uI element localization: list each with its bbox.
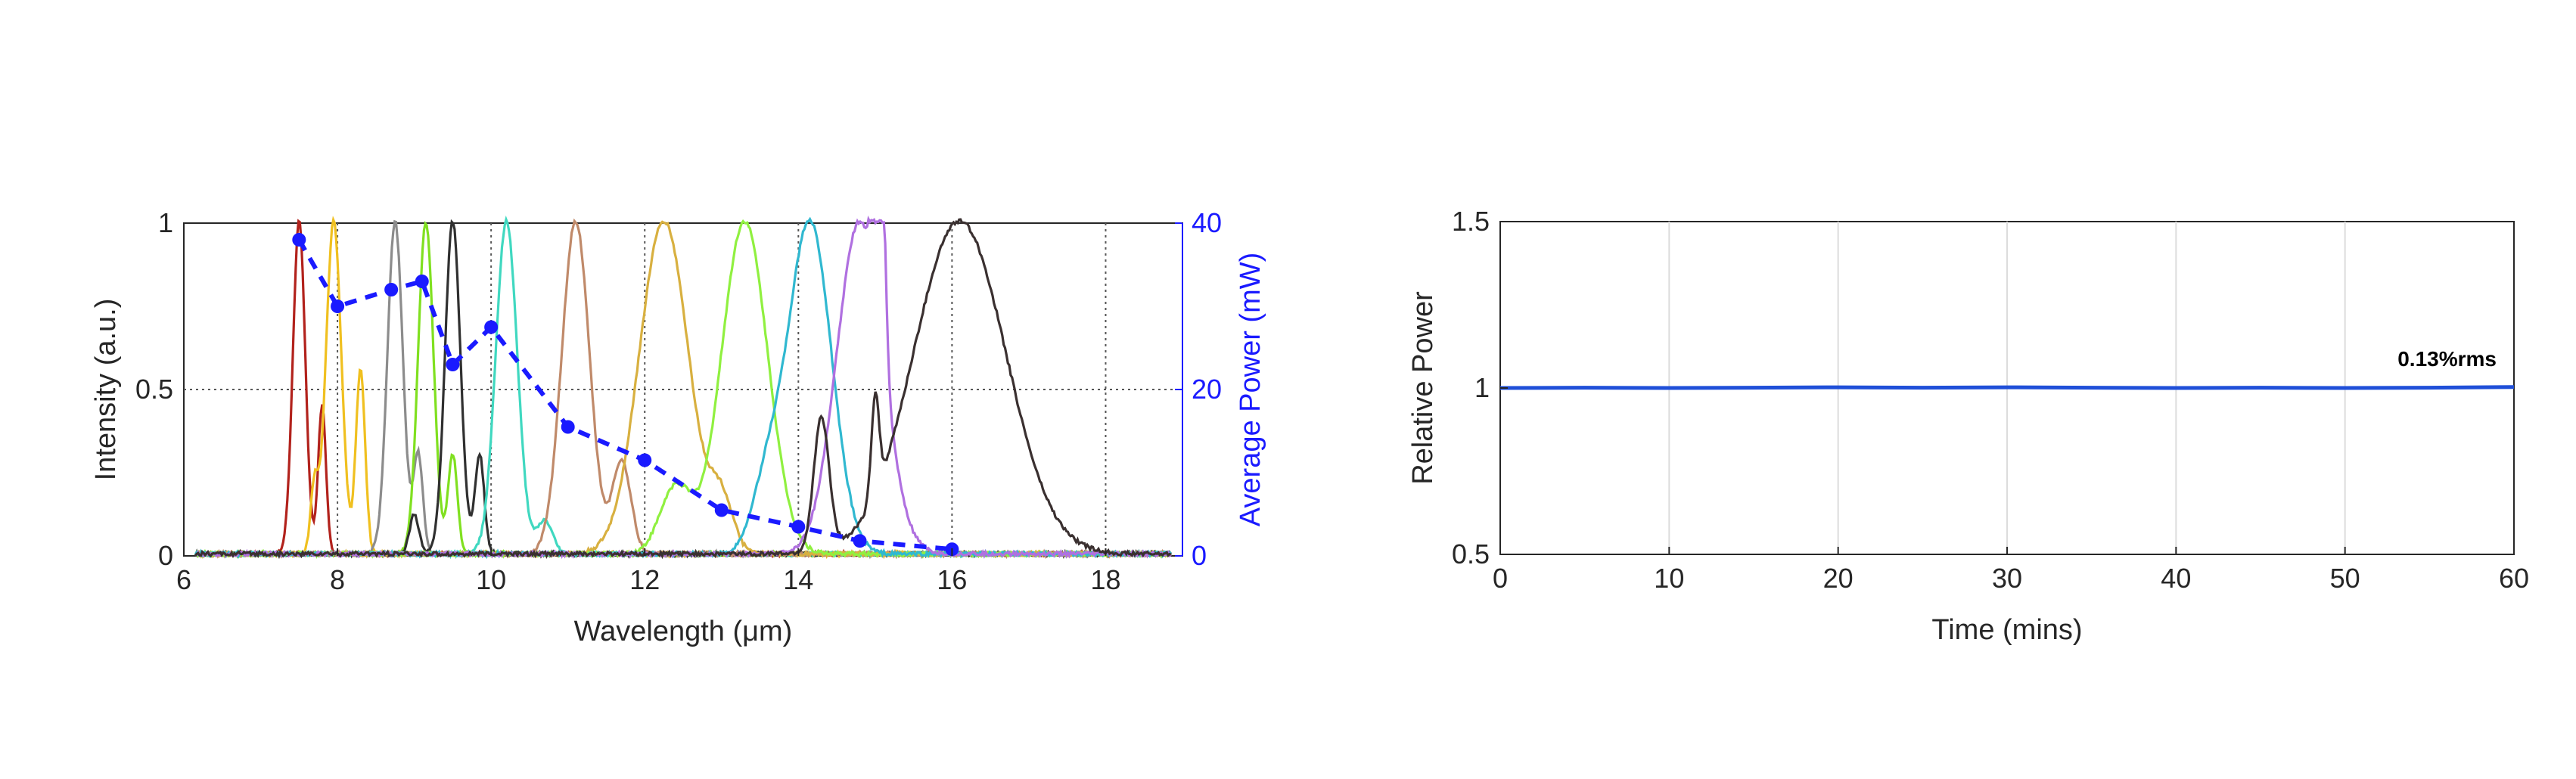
stability-x-tick-label: 50 xyxy=(2330,563,2360,594)
spectra-x-tick-label: 18 xyxy=(1090,564,1120,595)
stability-x-tick-label: 10 xyxy=(1654,563,1684,594)
spectra-x-tick-label: 14 xyxy=(783,564,813,595)
spectra-lines xyxy=(194,215,1173,560)
spectra-x-ticks: 6 8 10 12 14 16 18 xyxy=(176,548,1120,595)
power-point xyxy=(484,320,499,334)
stability-x-tick-label: 60 xyxy=(2499,563,2529,594)
power-point xyxy=(446,358,460,371)
spectra-x-tick-label: 8 xyxy=(330,564,345,595)
relative-power-line xyxy=(1499,385,2515,390)
stability-x-tick-label: 0 xyxy=(1493,563,1508,594)
stability-y-axis-label: Relative Power xyxy=(1407,291,1439,485)
power-point xyxy=(331,299,345,313)
spectra-y2-ticks: 0 20 40 xyxy=(1175,207,1222,571)
spectra-y-axis-label: Intensity (a.u.) xyxy=(90,299,122,481)
spectra-x-tick-label: 12 xyxy=(629,564,660,595)
stability-y-tick-label: 0.5 xyxy=(1452,538,1490,570)
stability-y-tick-label: 1.5 xyxy=(1452,206,1490,237)
spectra-x-tick-label: 16 xyxy=(937,564,967,595)
stability-x-tick-label: 20 xyxy=(1823,563,1854,594)
stability-x-tick-label: 40 xyxy=(2161,563,2191,594)
power-point xyxy=(714,503,729,517)
power-point xyxy=(415,275,429,288)
spectra-x-tick-label: 10 xyxy=(476,564,506,595)
stability-chart: 0 10 20 30 40 50 60 0.5 1 1.5 0.13%rms Time (min… xyxy=(1407,206,2529,646)
power-point xyxy=(384,283,399,296)
power-line xyxy=(297,238,952,552)
stability-x-axis-label: Time (mins) xyxy=(1931,614,2082,646)
spectra-y2-tick-label: 0 xyxy=(1192,540,1207,571)
power-point xyxy=(638,453,652,467)
power-point xyxy=(561,420,575,434)
power-point xyxy=(791,520,806,534)
spectrum-line xyxy=(194,218,1172,560)
stability-series xyxy=(1499,385,2515,390)
spectra-y2-tick-label: 20 xyxy=(1192,374,1222,405)
power-series xyxy=(292,233,959,557)
stability-annotation: 0.13%rms xyxy=(2397,347,2497,371)
stability-x-ticks: 0 10 20 30 40 50 60 xyxy=(1493,547,2529,594)
spectra-y-ticks: 00.51 xyxy=(135,207,173,571)
stability-x-tick-label: 30 xyxy=(1992,563,2022,594)
spectra-x-tick-label: 6 xyxy=(176,564,191,595)
stability-y-ticks: 0.5 1 1.5 xyxy=(1452,206,1508,570)
spectra-y2-tick-label: 40 xyxy=(1192,207,1222,238)
spectra-x-axis-label: Wavelength (μm) xyxy=(574,616,793,647)
spectra-y-tick-label: 0 xyxy=(158,540,173,571)
spectra-y-tick-label: 1 xyxy=(158,207,173,238)
spectra-y-tick-label: 0.5 xyxy=(135,374,173,405)
spectra-y2-axis-label: Average Power (mW) xyxy=(1235,253,1266,527)
power-point xyxy=(292,233,306,247)
stability-y-tick-label: 1 xyxy=(1474,372,1490,403)
power-point xyxy=(853,534,867,548)
